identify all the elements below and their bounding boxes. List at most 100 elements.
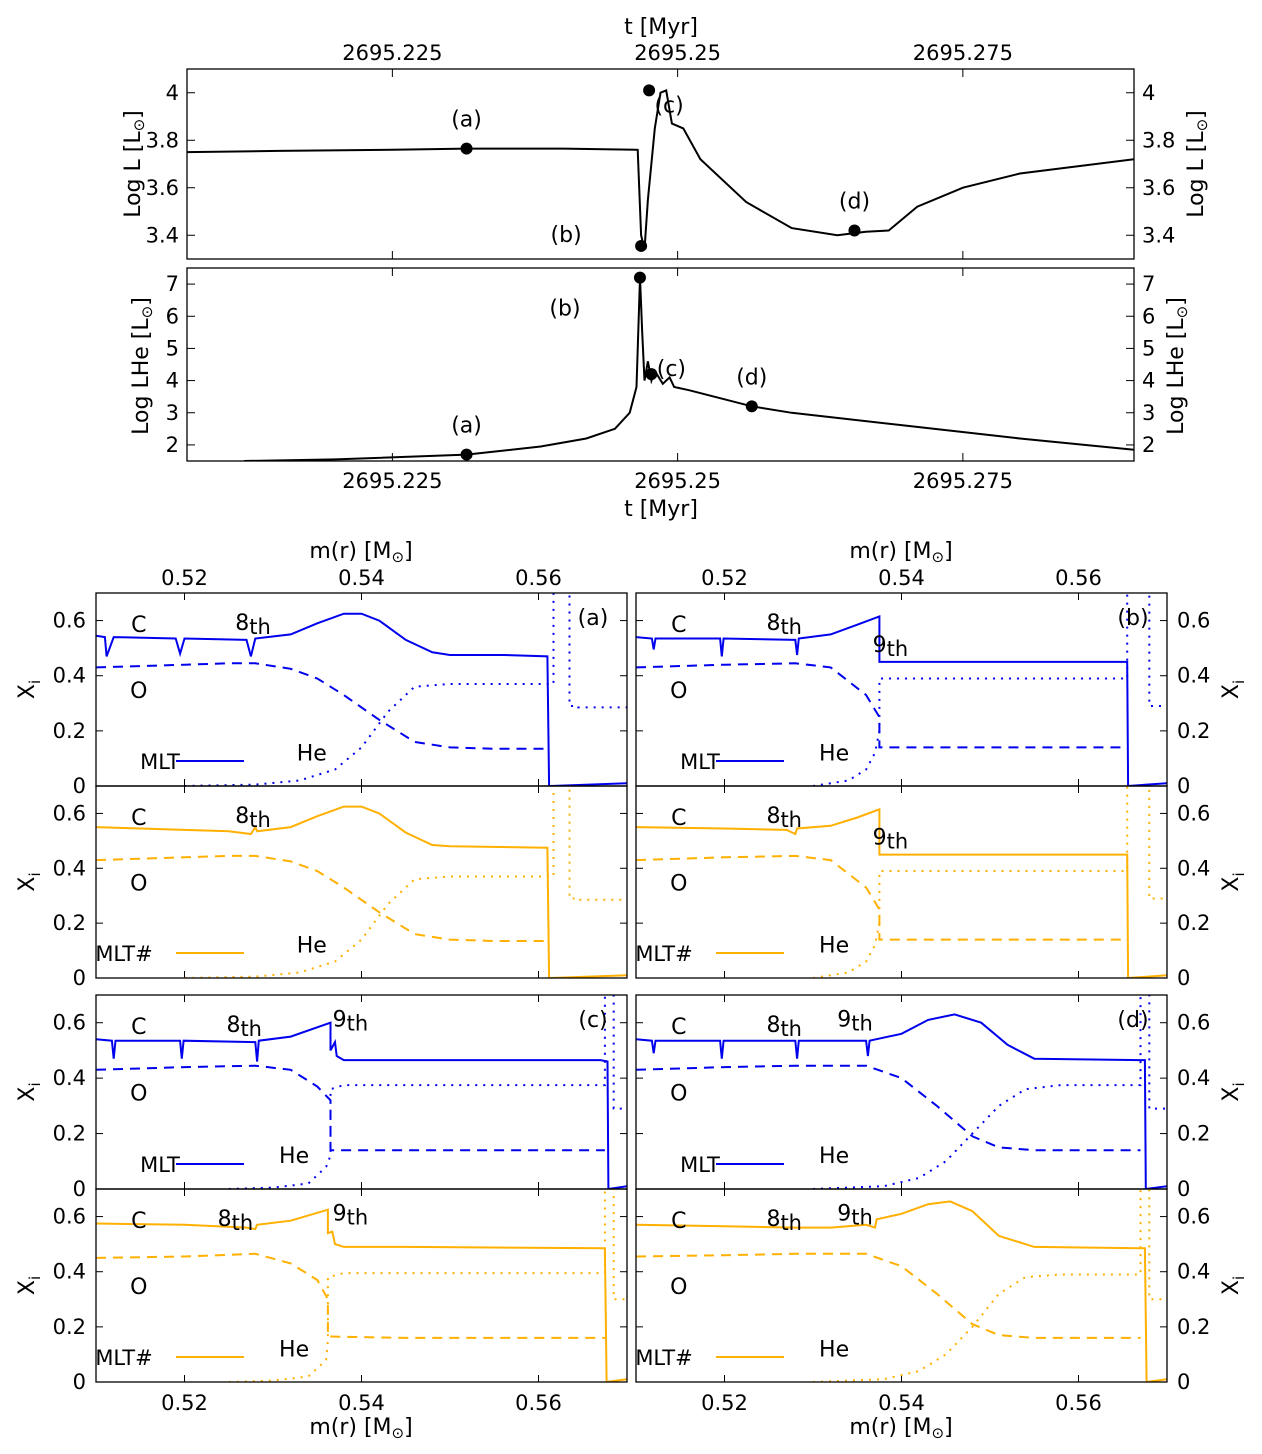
- label-order-8: 8th: [226, 1013, 262, 1041]
- legend-label: MLT#: [95, 942, 152, 966]
- mr-axis-label-top-left: m(r) [M⊙]: [309, 539, 412, 566]
- y-tick-label: 0.6: [1177, 1205, 1210, 1229]
- legend-label: MLT: [140, 750, 180, 774]
- ylabel-sub: i: [1230, 1082, 1248, 1086]
- series-O: [636, 854, 1128, 941]
- series-O: [96, 662, 548, 750]
- label-O: O: [670, 872, 687, 897]
- logL-frame: [186, 68, 1135, 260]
- logLHe-marker-label: (a): [451, 414, 482, 439]
- legend-label: MLT#: [95, 1346, 152, 1370]
- logLHe-marker-point: [460, 448, 473, 461]
- logLHe-marker-label: (d): [736, 365, 767, 390]
- x-tick-label-bottom: 0.52: [161, 1391, 208, 1415]
- y-tick-label: 0.6: [1177, 609, 1210, 633]
- label-order-8-suffix: th: [780, 1211, 802, 1235]
- label-order-8: 8th: [218, 1207, 254, 1235]
- ylabel-main: X: [15, 877, 40, 892]
- y-tick-label: 0: [1177, 1177, 1190, 1201]
- stage-label: (d): [1117, 1008, 1148, 1033]
- logL-marker-label: (d): [839, 190, 870, 215]
- y-tick-label: 0.2: [53, 1122, 86, 1146]
- ylabel-main: X: [15, 1280, 40, 1295]
- label-C: C: [671, 1209, 686, 1234]
- logL-ytick-label-right: 4: [1142, 81, 1155, 105]
- y-tick-label: 0: [1177, 774, 1190, 798]
- ylabel-xi: Xi: [1219, 872, 1248, 891]
- series-O: [636, 1064, 1141, 1152]
- ylabel-xi-text: Xi: [15, 1276, 44, 1295]
- ylabel-xi: Xi: [15, 680, 44, 699]
- logL-ytick-label-right: 3.8: [1142, 128, 1175, 152]
- y-tick-label: 0.2: [53, 719, 86, 743]
- label-O: O: [130, 1082, 147, 1107]
- logL-ytick-label-right: 3.6: [1142, 176, 1175, 200]
- ylabel-main: X: [1219, 877, 1244, 892]
- logL-ytick-label-left: 4: [166, 81, 179, 105]
- series-O: [96, 854, 548, 942]
- logLHe-panel: 2695.225 2695.25 2695.275 2 2 3 3 4 4 5 5 6 6 7 7 (a) (b…: [166, 267, 1155, 493]
- legend-label: MLT: [680, 1153, 720, 1177]
- label-order-9-suffix: th: [347, 1205, 369, 1229]
- logL-series-line: [187, 89, 1134, 250]
- label-order-9-suffix: th: [851, 1205, 873, 1229]
- label-order-8-num: 8: [766, 1207, 780, 1232]
- label-C: C: [131, 806, 146, 831]
- series-He: [184, 786, 627, 978]
- x-tick-label-top: 0.52: [701, 566, 748, 590]
- y-tick-label: 0.6: [1177, 1011, 1210, 1035]
- label-order-8: 8th: [235, 804, 271, 832]
- series-C: [636, 1013, 1167, 1189]
- y-tick-label: 0.6: [53, 801, 86, 825]
- label-order-9: 9th: [873, 633, 909, 661]
- x-tick-label-bottom: 0.52: [701, 1391, 748, 1415]
- y-tick-label: 0: [73, 774, 86, 798]
- label-order-9-suffix: th: [851, 1012, 873, 1036]
- series-O: [636, 1252, 1141, 1339]
- logLHe-ytick-label-right: 7: [1142, 272, 1155, 296]
- logL-ytick-label-left: 3.8: [146, 128, 179, 152]
- y-tick-label: 0.4: [1177, 664, 1210, 688]
- x-tick-label-top: 0.54: [878, 566, 925, 590]
- logLHe-ylabel-right: Log LHe [L⊙]: [1164, 297, 1191, 435]
- label-order-9-suffix: th: [347, 1012, 369, 1036]
- series-He: [812, 786, 1167, 978]
- y-tick-label: 0: [1177, 1370, 1190, 1394]
- logL-xtick-label-top: 2695.275: [913, 41, 1013, 65]
- series-C: [96, 805, 627, 978]
- logL-marker-point: [848, 224, 861, 237]
- y-tick-label: 0.2: [1177, 719, 1210, 743]
- y-tick-label: 0: [73, 1370, 86, 1394]
- series-C: [636, 1200, 1167, 1382]
- series-O: [636, 662, 1128, 749]
- label-order-8-suffix: th: [780, 1017, 802, 1041]
- ylabel-main: X: [15, 1087, 40, 1102]
- logL-marker-label: (a): [451, 108, 482, 133]
- logLHe-marker-point: [645, 368, 658, 381]
- label-order-9-num: 9: [837, 1201, 851, 1226]
- ylabel-xi-text: Xi: [1219, 1276, 1248, 1295]
- x-tick-label-bottom: 0.54: [878, 1391, 925, 1415]
- label-order-8-suffix: th: [780, 808, 802, 832]
- logL-panel: 2695.225 2695.25 2695.275 3.4 3.4 3.6 3.6 3.8 3.…: [146, 41, 1175, 260]
- label-O: O: [130, 872, 147, 897]
- y-tick-label: 0.6: [53, 1205, 86, 1229]
- label-order-9: 9th: [837, 1008, 873, 1036]
- chart-layer: 2695.225 2695.25 2695.275 3.4 3.4 3.6 3.6 3.8 3.…: [15, 41, 1248, 1415]
- ylabel-xi: Xi: [15, 872, 44, 891]
- label-order-9-num: 9: [333, 1008, 347, 1033]
- logL-marker-point: [635, 239, 648, 252]
- series-C: [96, 1208, 627, 1382]
- y-tick-label: 0.2: [1177, 911, 1210, 935]
- legend-label: MLT#: [635, 1346, 692, 1370]
- label-order-8-suffix: th: [232, 1211, 254, 1235]
- logLHe-marker-point: [745, 400, 758, 413]
- logL-marker-label: (c): [654, 93, 683, 118]
- ylabel-sub: i: [26, 680, 44, 684]
- logLHe-ytick-label-right: 6: [1142, 304, 1155, 328]
- logLHe-frame: [186, 267, 1135, 462]
- label-order-8-num: 8: [235, 611, 249, 636]
